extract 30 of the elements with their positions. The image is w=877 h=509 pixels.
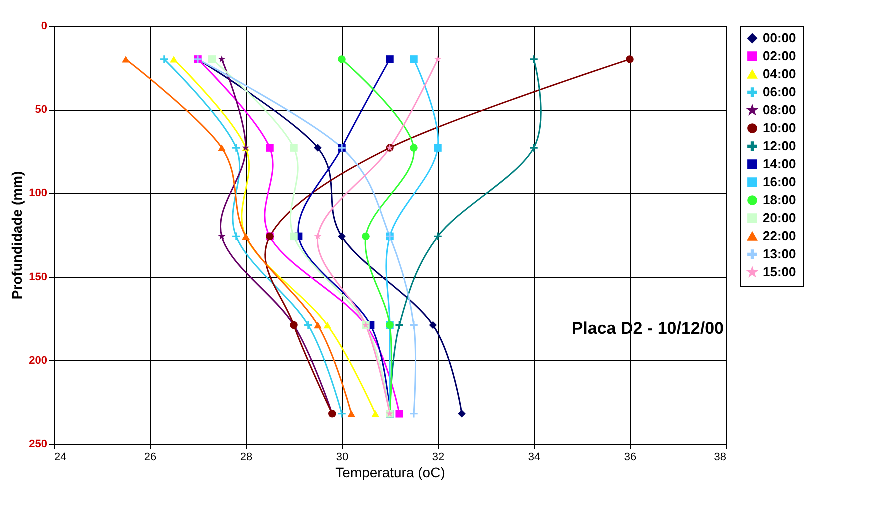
legend-label: 14:00 [763, 156, 796, 172]
legend-label: 06:00 [763, 84, 796, 100]
legend-label: 00:00 [763, 30, 796, 46]
x-tick-label: 24 [54, 452, 67, 464]
x-tick-label: 38 [714, 452, 726, 464]
legend-label: 18:00 [763, 192, 796, 208]
legend-label: 20:00 [763, 210, 796, 226]
x-tick-label: 32 [432, 452, 445, 464]
legend-label: 16:00 [763, 174, 796, 190]
y-tick-label: 50 [35, 104, 48, 116]
legend-label: 08:00 [763, 102, 796, 118]
legend-label: 15:00 [763, 264, 796, 280]
x-tick-label: 26 [144, 452, 157, 464]
y-tick-label: 200 [29, 354, 48, 367]
y-tick-label: 250 [29, 438, 48, 450]
legend-label: 13:00 [763, 246, 796, 262]
x-axis-title: Temperatura (oC) [336, 464, 446, 480]
y-tick-label: 0 [41, 20, 48, 32]
legend-label: 10:00 [763, 120, 796, 136]
legend-label: 12:00 [763, 138, 796, 154]
x-tick-label: 34 [528, 452, 541, 464]
legend-label: 02:00 [763, 48, 796, 64]
legend-label: 04:00 [763, 66, 796, 82]
y-axis-title: Profundidade (mm) [9, 171, 26, 300]
legend-label: 22:00 [763, 228, 796, 244]
x-tick-label: 30 [336, 452, 349, 464]
y-tick-label: 100 [29, 188, 48, 200]
x-tick-label: 36 [624, 452, 637, 464]
y-tick-label: 150 [29, 271, 48, 284]
x-tick-label: 28 [240, 452, 253, 464]
